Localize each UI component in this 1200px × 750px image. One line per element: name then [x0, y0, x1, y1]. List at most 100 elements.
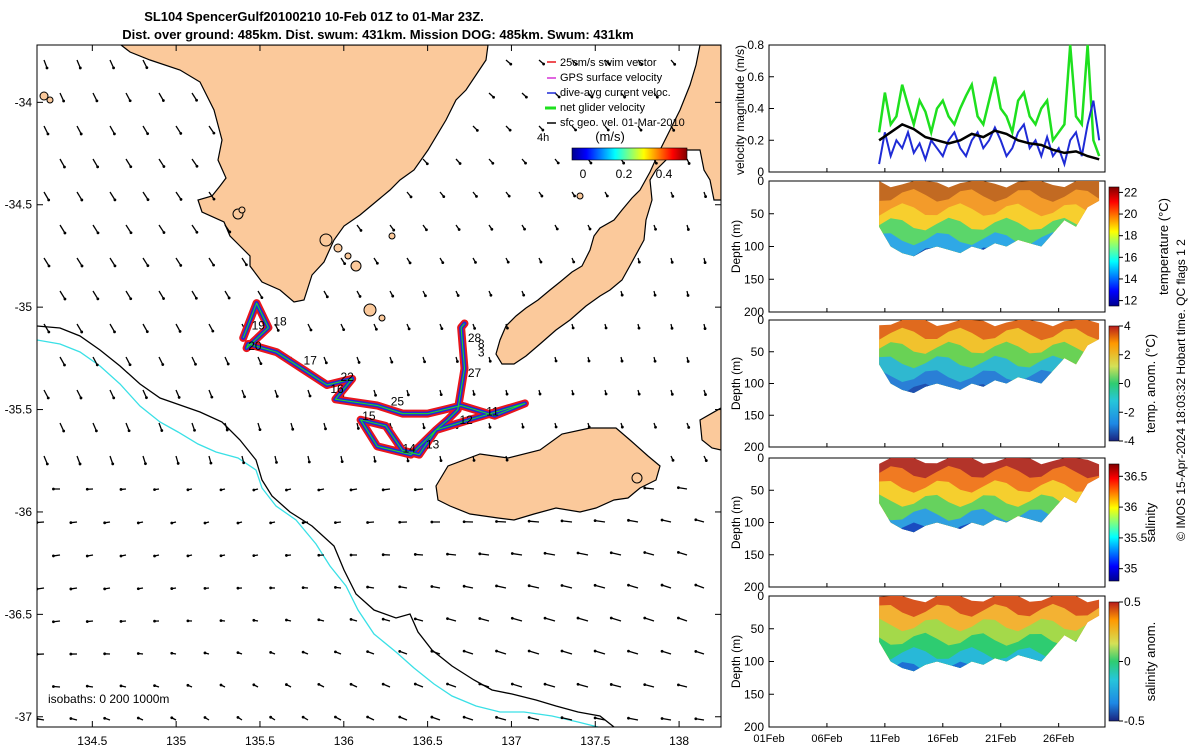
vector-head [366, 521, 370, 524]
vector-head [446, 617, 449, 621]
vector-head [128, 99, 132, 103]
vector-arrow [695, 519, 705, 523]
depth-tick-label: 0 [757, 174, 764, 188]
vector-head [655, 95, 659, 99]
vector-head [243, 395, 246, 399]
island [631, 472, 643, 484]
vector-head [643, 616, 647, 620]
vector-head [462, 584, 466, 588]
vector-head [686, 228, 690, 231]
cb-tick-label: -4 [1124, 434, 1135, 448]
vector-arrow [661, 584, 672, 589]
vector-head [505, 392, 509, 396]
vector-head [413, 617, 417, 621]
vector-head [574, 128, 577, 132]
vector-arrow [463, 716, 474, 721]
vector-head [637, 260, 641, 264]
figure-title-line1: SL104 SpencerGulf20100210 10-Feb 01Z to … [144, 9, 484, 24]
legend-item-net-velocity: net glider velocity [545, 102, 645, 114]
vector-head [374, 327, 378, 331]
track-net-velocity [242, 302, 526, 456]
vector-head [236, 651, 240, 655]
vector-head [430, 585, 434, 588]
vel-tick-label: 0.2 [747, 133, 764, 147]
vector-arrow [544, 683, 556, 688]
vel-series-1 [878, 100, 1101, 168]
vector-head [627, 649, 630, 653]
vector-head [146, 132, 150, 136]
vector-head [219, 554, 223, 558]
vector-head [96, 165, 100, 169]
vector-head [587, 425, 591, 429]
vector-head [543, 682, 547, 686]
vector-head [660, 518, 664, 522]
vector-head [375, 261, 379, 265]
legend-label: GPS surface velocity [560, 72, 663, 84]
vector-head [554, 359, 558, 363]
vector-head [357, 361, 361, 364]
map-y-axis: -34 -34.5 -35 -35.5 -36 -36.5 -37 [5, 95, 721, 724]
vector-arrow [611, 683, 622, 688]
vector-head [609, 683, 613, 686]
y-tick-label: -35.5 [5, 403, 33, 417]
vector-head [269, 715, 273, 719]
vector-head [609, 616, 613, 620]
cb-tick-label: 35 [1124, 562, 1138, 576]
vector-head [576, 551, 580, 555]
vector-arrow [528, 650, 540, 655]
vector-head [430, 715, 434, 719]
vector-head [285, 618, 288, 622]
vector-head [203, 586, 207, 590]
cb-tick-label: -0.5 [1124, 714, 1145, 728]
vector-arrow [447, 618, 457, 622]
vector-head [527, 649, 531, 653]
section-panel-salinity: 0 50 100 150 200 Depth (m) 36.5 36 35.5 35 salinit… [729, 451, 1158, 594]
depth-tick-label: 200 [744, 305, 764, 319]
legend-item-dive-avg: dive-avg current veloc. [547, 87, 671, 99]
vector-head [129, 231, 133, 235]
section-colorbar [1108, 463, 1120, 582]
vector-arrow [92, 158, 99, 168]
vector-arrow [92, 356, 98, 366]
vector-head [381, 617, 385, 621]
vector-head [381, 488, 385, 492]
vector-head [244, 263, 248, 267]
vector-head [508, 128, 512, 132]
vector-head [349, 553, 353, 557]
vector-arrow [158, 290, 165, 299]
velocity-y-axis: 0 0.2 0.4 0.6 0.8 [747, 38, 774, 179]
depth-ylabel: Depth (m) [729, 635, 743, 688]
vector-head [430, 649, 434, 653]
vector-arrow [191, 224, 198, 233]
vector-arrow [661, 650, 672, 655]
vector-head [557, 95, 561, 99]
vector-head [671, 194, 675, 198]
velocity-series [877, 44, 1101, 168]
vector-head [325, 295, 329, 299]
vector-head [343, 262, 347, 266]
vector-head [209, 461, 213, 465]
depth-tick-label: 150 [744, 687, 764, 701]
vector-arrow [208, 125, 215, 134]
depth-tick-label: 50 [751, 483, 765, 497]
vector-arrow [43, 257, 50, 267]
depth-tick-label: 0 [757, 589, 764, 603]
vector-arrow [447, 553, 457, 556]
vector-head [162, 165, 166, 168]
vector-head [260, 296, 264, 299]
vector-head [170, 716, 174, 720]
depth-tick-label: 150 [744, 408, 764, 422]
vector-arrow [142, 323, 148, 332]
vector-head [509, 62, 513, 66]
date-tick-label: 06Feb [811, 733, 842, 745]
waypoint-label: 28 [468, 331, 482, 345]
vector-head [176, 462, 180, 465]
depth-tick-label: 100 [744, 516, 764, 530]
vector-arrow [678, 617, 688, 622]
vector-arrow [109, 125, 115, 135]
vector-head [301, 715, 305, 719]
vector-head [128, 363, 132, 367]
vector-head [52, 554, 55, 558]
vector-head [694, 583, 698, 587]
